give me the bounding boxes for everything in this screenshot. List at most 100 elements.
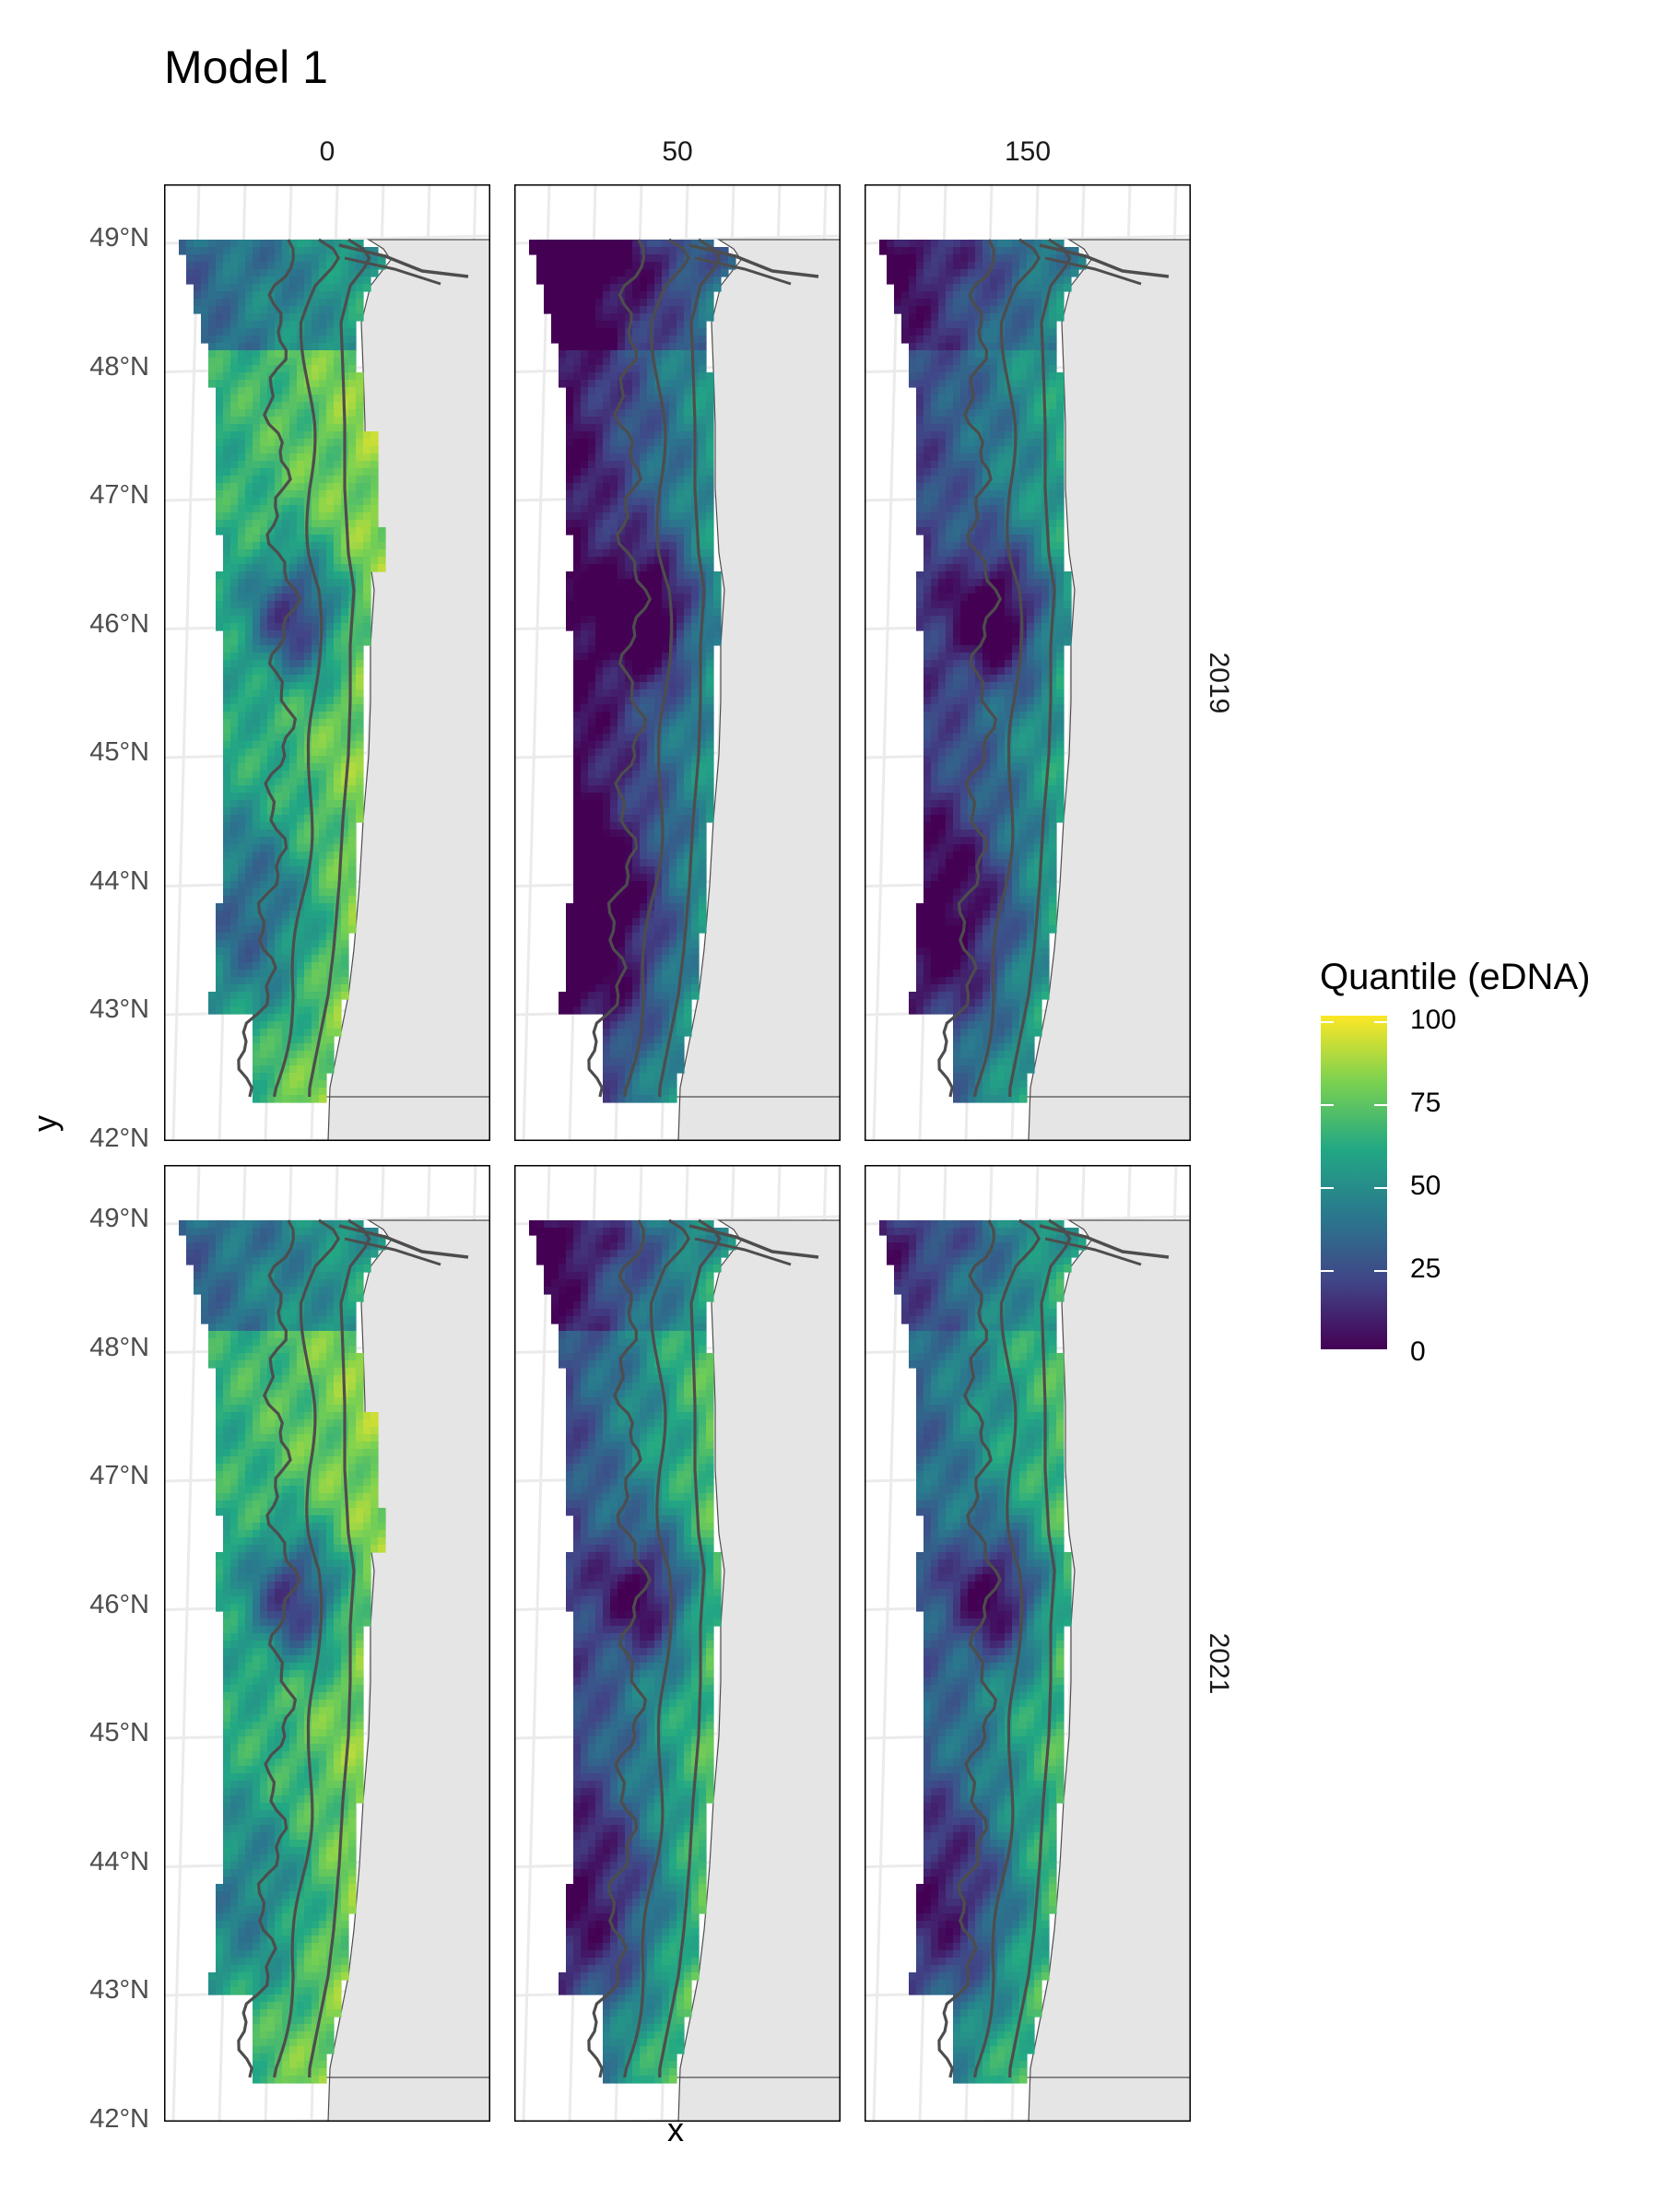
raster-cell bbox=[618, 299, 626, 307]
raster-cell bbox=[326, 704, 335, 712]
raster-cell bbox=[684, 704, 692, 712]
raster-cell bbox=[334, 372, 342, 381]
raster-cell bbox=[654, 653, 663, 661]
raster-cell bbox=[334, 306, 342, 314]
raster-cell bbox=[319, 262, 327, 270]
raster-cell bbox=[610, 520, 618, 528]
raster-cell bbox=[625, 616, 633, 624]
raster-cell bbox=[356, 527, 364, 535]
raster-cell bbox=[282, 276, 290, 285]
raster-cell bbox=[625, 778, 633, 786]
raster-cell bbox=[238, 350, 246, 359]
raster-cell bbox=[654, 999, 663, 1007]
raster-cell bbox=[230, 830, 239, 838]
legend-tick bbox=[1374, 1270, 1387, 1272]
raster-cell bbox=[282, 653, 290, 661]
raster-cell bbox=[267, 365, 276, 373]
raster-cell bbox=[267, 800, 276, 808]
raster-cell bbox=[334, 498, 342, 506]
raster-cell bbox=[566, 402, 574, 410]
raster-cell bbox=[260, 608, 268, 617]
legend-tick bbox=[1321, 1270, 1334, 1272]
raster-cell bbox=[326, 247, 335, 255]
raster-cell bbox=[348, 476, 357, 484]
raster-cell bbox=[603, 1029, 611, 1037]
raster-cell bbox=[253, 1043, 261, 1052]
raster-cell bbox=[654, 269, 663, 277]
raster-cell bbox=[312, 240, 320, 248]
raster-cell bbox=[632, 1065, 641, 1074]
raster-cell bbox=[566, 498, 574, 506]
raster-cell bbox=[573, 940, 582, 948]
raster-cell bbox=[647, 535, 655, 543]
legend-colorbar bbox=[1321, 1016, 1387, 1349]
raster-cell bbox=[618, 1080, 626, 1088]
raster-cell bbox=[1027, 321, 1035, 329]
raster-cell bbox=[654, 240, 663, 248]
raster-cell bbox=[684, 785, 692, 794]
raster-cell bbox=[559, 313, 567, 322]
graticule-line bbox=[171, 184, 201, 1141]
raster-cell bbox=[916, 343, 924, 351]
raster-cell bbox=[640, 1058, 648, 1066]
raster-cell bbox=[356, 697, 364, 705]
raster-cell bbox=[669, 630, 677, 639]
raster-cell bbox=[230, 645, 239, 653]
raster-cell bbox=[968, 240, 976, 248]
raster-cell bbox=[669, 697, 677, 705]
raster-cell bbox=[654, 623, 663, 631]
raster-cell bbox=[990, 284, 998, 292]
raster-cell bbox=[573, 409, 582, 418]
raster-cell bbox=[1027, 299, 1035, 307]
raster-cell bbox=[669, 852, 677, 860]
raster-cell bbox=[1019, 313, 1028, 322]
raster-cell bbox=[334, 557, 342, 565]
raster-cell bbox=[669, 402, 677, 410]
raster-cell bbox=[238, 498, 246, 506]
raster-cell bbox=[253, 1051, 261, 1059]
raster-cell bbox=[618, 734, 626, 742]
raster-cell bbox=[669, 527, 677, 535]
raster-cell bbox=[603, 409, 611, 418]
raster-cell bbox=[662, 645, 670, 653]
raster-cell bbox=[581, 453, 589, 462]
raster-cell bbox=[640, 741, 648, 749]
raster-cell bbox=[282, 254, 290, 263]
raster-cell bbox=[275, 350, 283, 359]
raster-cell bbox=[706, 741, 714, 749]
raster-cell bbox=[253, 748, 261, 757]
raster-cell bbox=[297, 549, 305, 558]
raster-cell bbox=[267, 417, 276, 425]
raster-cell bbox=[647, 999, 655, 1007]
raster-cell bbox=[669, 313, 677, 322]
raster-cell bbox=[334, 763, 342, 771]
raster-cell bbox=[1012, 240, 1020, 248]
raster-cell bbox=[223, 726, 231, 735]
raster-cell bbox=[699, 446, 707, 454]
raster-cell bbox=[618, 756, 626, 764]
raster-cell bbox=[699, 476, 707, 484]
raster-cell bbox=[588, 586, 596, 594]
raster-cell bbox=[684, 977, 692, 985]
raster-cell bbox=[662, 734, 670, 742]
raster-cell bbox=[677, 1021, 685, 1030]
raster-cell bbox=[960, 284, 969, 292]
raster-cell bbox=[253, 955, 261, 963]
raster-cell bbox=[566, 446, 574, 454]
raster-cell bbox=[282, 321, 290, 329]
raster-cell bbox=[632, 675, 641, 683]
raster-cell bbox=[581, 734, 589, 742]
raster-cell bbox=[990, 328, 998, 336]
raster-cell bbox=[304, 888, 312, 897]
raster-cell bbox=[581, 844, 589, 853]
raster-cell bbox=[1019, 291, 1028, 300]
raster-cell bbox=[260, 402, 268, 410]
raster-cell bbox=[640, 365, 648, 373]
raster-cell bbox=[245, 291, 253, 300]
raster-cell bbox=[334, 608, 342, 617]
raster-cell bbox=[238, 439, 246, 447]
raster-cell bbox=[253, 623, 261, 631]
raster-cell bbox=[260, 756, 268, 764]
raster-cell bbox=[245, 313, 253, 322]
raster-cell bbox=[223, 992, 231, 1000]
